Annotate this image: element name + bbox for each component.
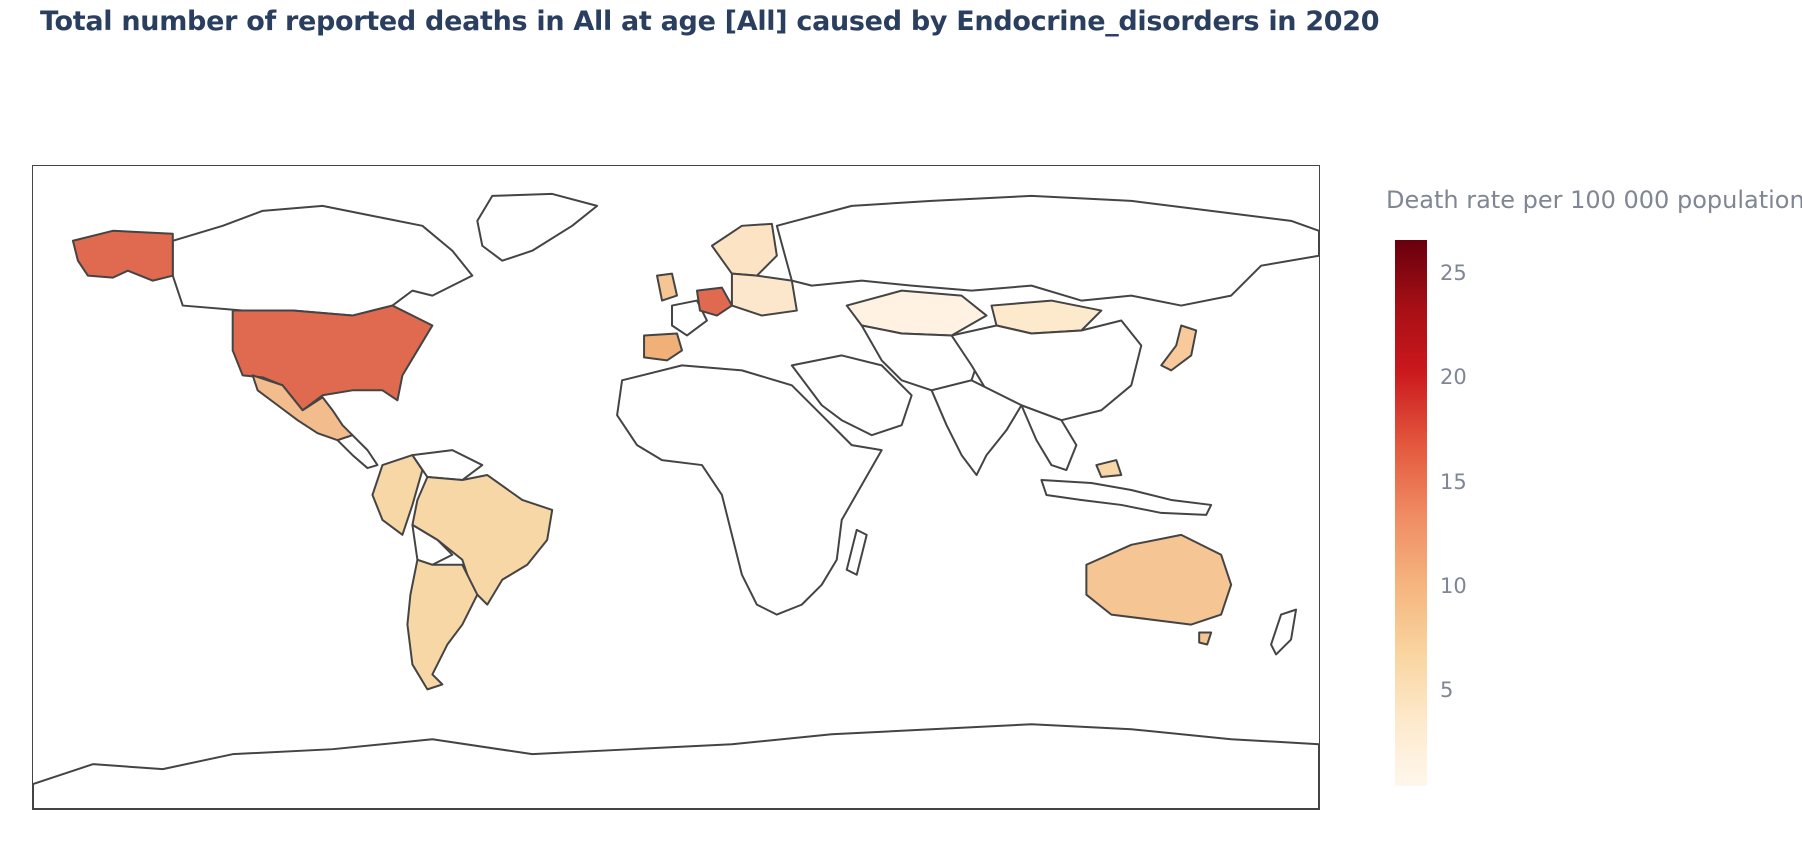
country-united-kingdom[interactable]: [656, 272, 678, 302]
country-alaska[interactable]: [71, 229, 174, 282]
country-canada[interactable]: [171, 204, 474, 317]
country-venezuela-guianas[interactable]: [411, 449, 484, 482]
country-india[interactable]: [930, 379, 1023, 477]
continent-antarctica[interactable]: [33, 723, 1319, 809]
country-new-zealand[interactable]: [1270, 608, 1298, 656]
world-map-svg: [33, 192, 1319, 809]
country-russia[interactable]: [775, 194, 1319, 307]
country-australia[interactable]: [1085, 533, 1233, 626]
region-middle-east[interactable]: [790, 354, 913, 437]
choropleth-map[interactable]: [32, 165, 1320, 810]
colorbar: [1395, 240, 1427, 786]
country-malaysia[interactable]: [1095, 459, 1123, 479]
country-germany[interactable]: [695, 286, 733, 317]
map-title: Total number of reported deaths in All a…: [40, 6, 1380, 37]
colorbar-tick-20: 20: [1440, 365, 1467, 389]
country-indonesia[interactable]: [1040, 479, 1213, 516]
country-bolivia[interactable]: [411, 523, 454, 566]
region-southeast-asia[interactable]: [1020, 404, 1078, 472]
country-eastern-europe[interactable]: [730, 272, 798, 317]
country-spain[interactable]: [643, 332, 683, 362]
country-scandinavia[interactable]: [710, 222, 778, 277]
country-argentina[interactable]: [406, 558, 479, 691]
colorbar-tick-15: 15: [1440, 470, 1467, 494]
country-tasmania[interactable]: [1198, 631, 1213, 646]
colorbar-title: Death rate per 100 000 population: [1386, 186, 1802, 214]
country-france[interactable]: [671, 299, 708, 337]
continent-africa[interactable]: [616, 364, 883, 616]
colorbar-tick-25: 25: [1440, 261, 1467, 285]
country-greenland[interactable]: [476, 192, 599, 262]
colorbar-tick-5: 5: [1440, 678, 1454, 702]
colorbar-tick-10: 10: [1440, 574, 1467, 598]
country-madagascar[interactable]: [845, 528, 868, 576]
country-japan[interactable]: [1160, 324, 1198, 372]
country-central-america[interactable]: [336, 434, 379, 470]
